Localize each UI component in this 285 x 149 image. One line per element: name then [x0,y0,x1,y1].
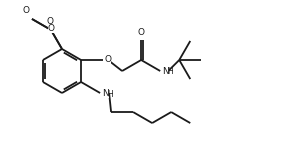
Text: O: O [48,24,54,33]
Text: N: N [102,89,109,97]
Text: O: O [104,55,111,63]
Text: O: O [138,28,145,37]
Text: N: N [162,66,169,76]
Text: O: O [46,17,54,26]
Text: O: O [23,6,30,15]
Text: H: H [107,90,113,99]
Text: H: H [167,67,173,76]
